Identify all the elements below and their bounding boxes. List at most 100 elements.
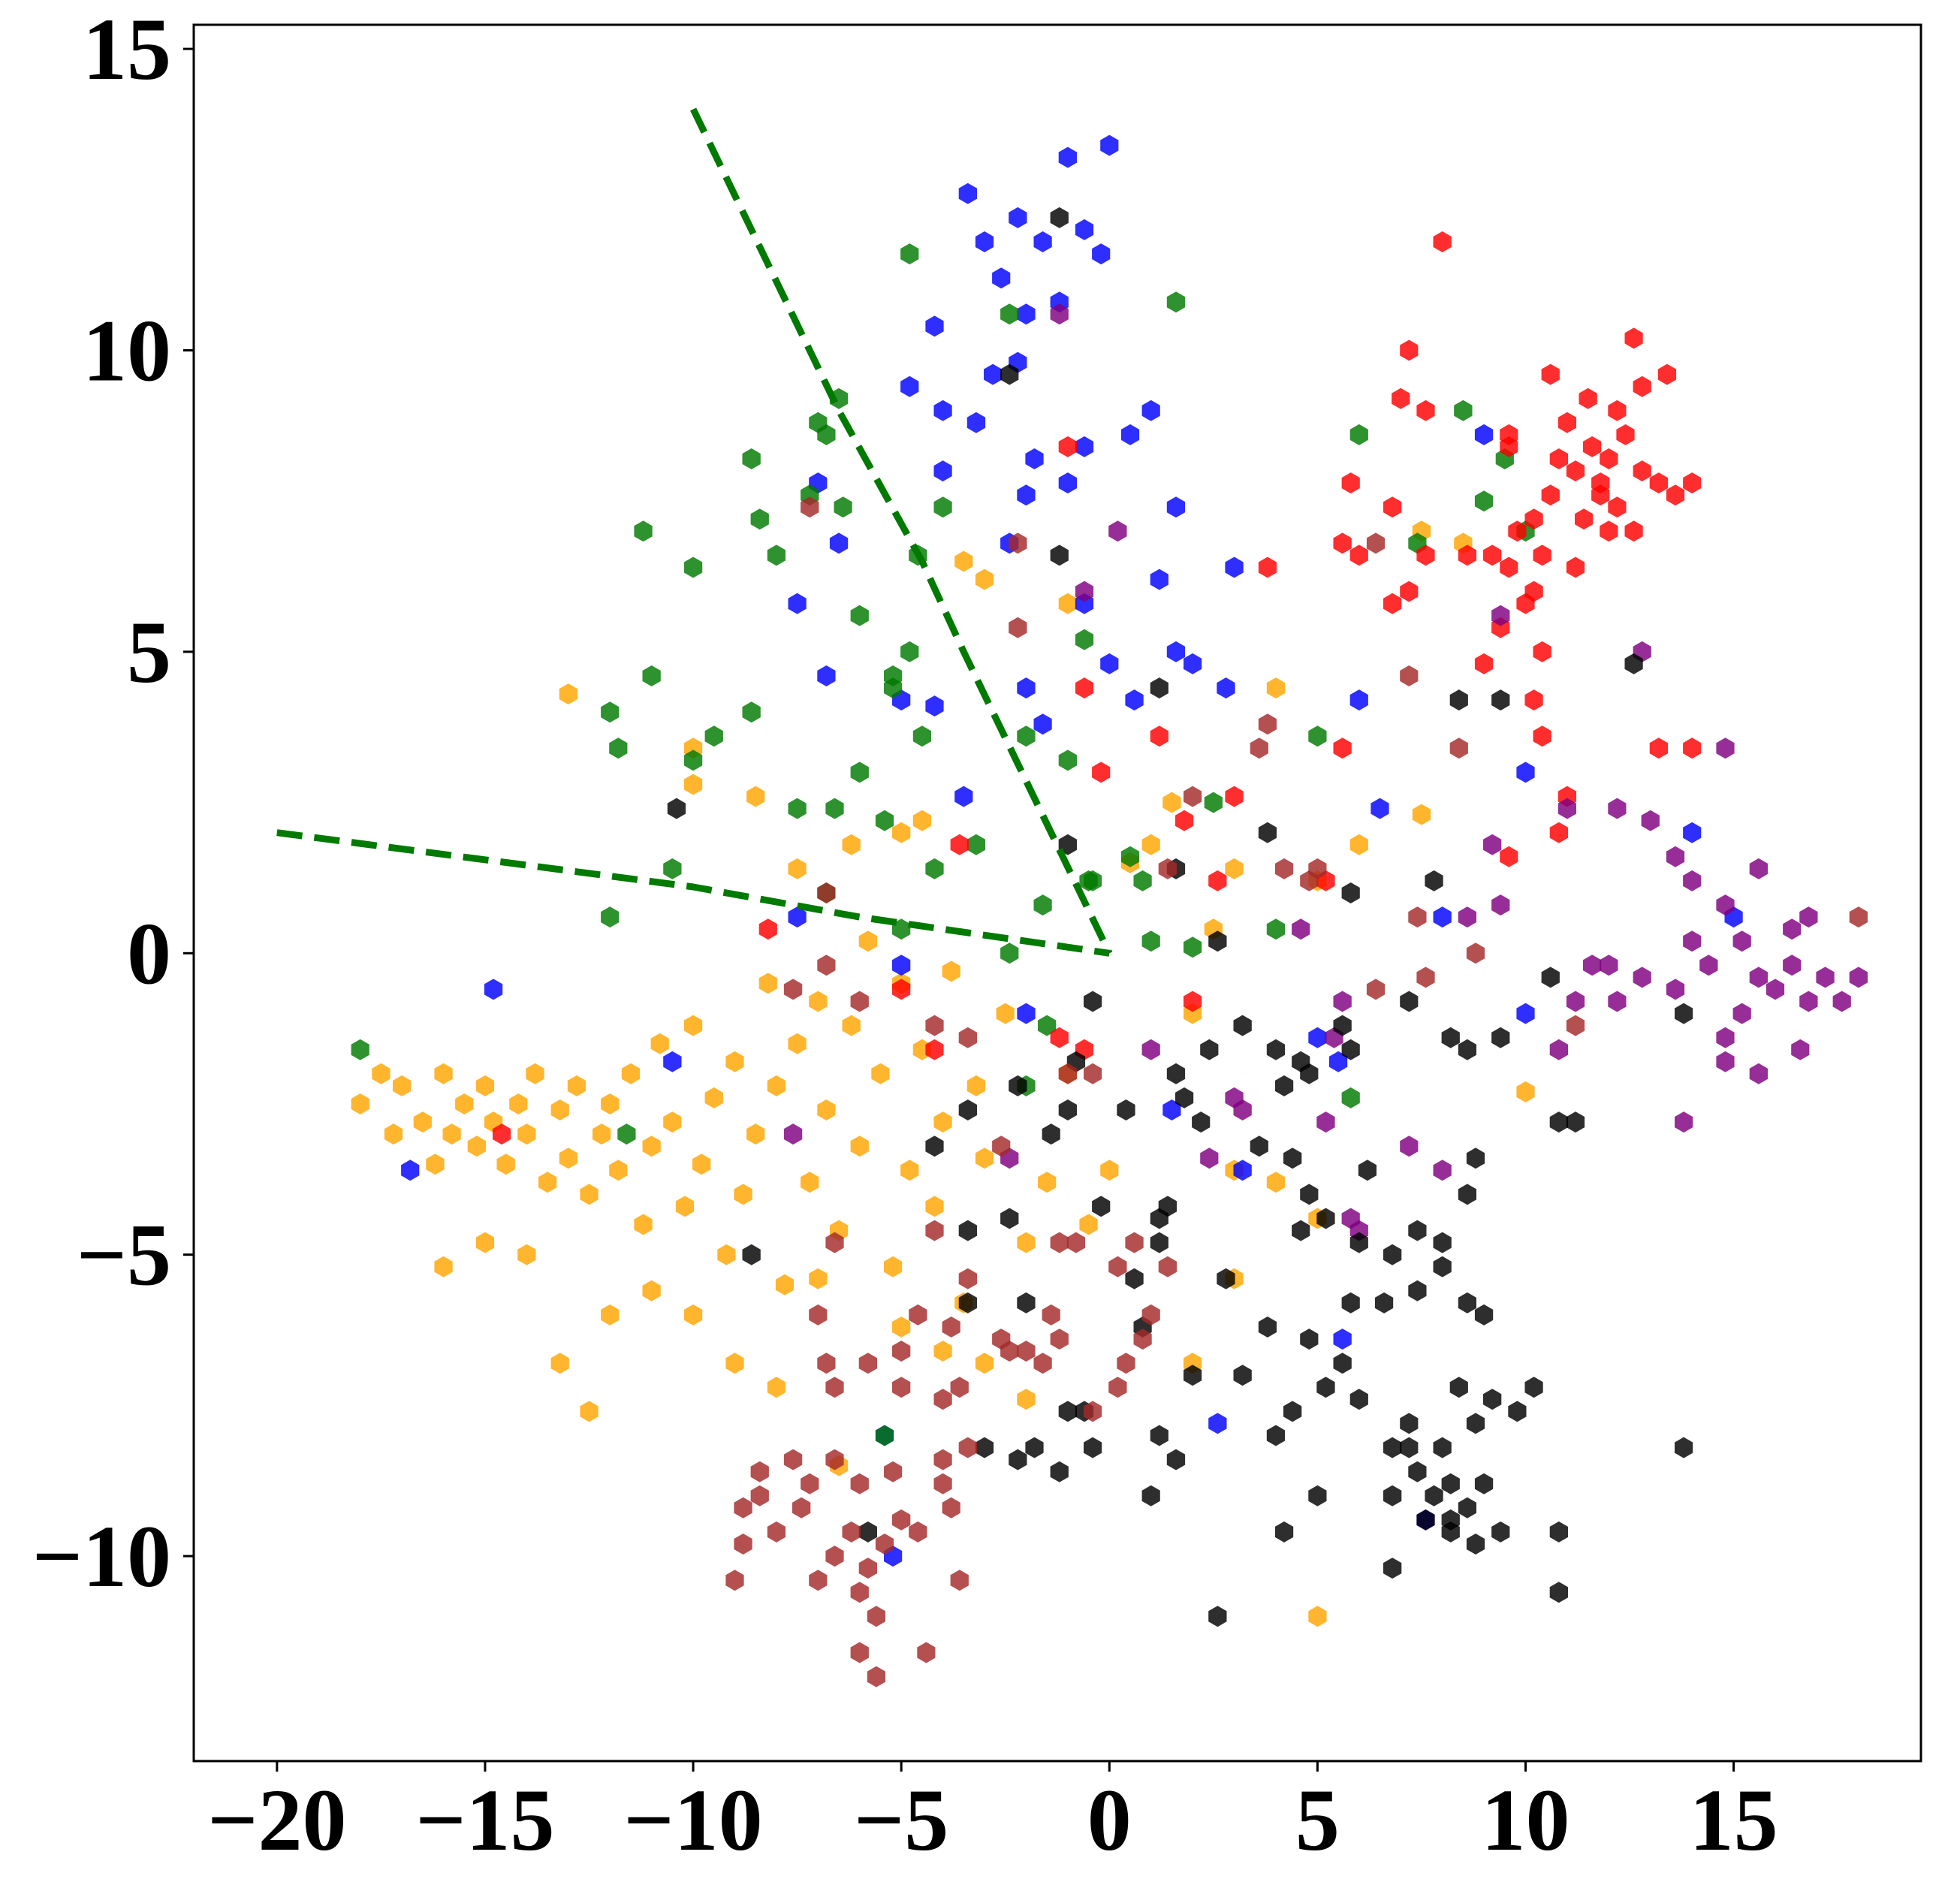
data-point: [750, 508, 769, 530]
data-point: [1258, 556, 1277, 578]
data-point: [1033, 1353, 1052, 1374]
data-point: [1233, 1015, 1252, 1036]
y-tick-label: 15: [83, 0, 171, 98]
data-point: [1141, 1039, 1160, 1060]
data-point: [1217, 677, 1235, 699]
data-point: [1600, 520, 1618, 542]
data-point: [1050, 1461, 1069, 1482]
data-point: [742, 701, 761, 723]
data-point: [1458, 906, 1476, 928]
data-point: [1009, 532, 1027, 554]
data-point: [992, 267, 1011, 289]
data-point: [1491, 1027, 1510, 1048]
data-point: [1491, 689, 1510, 711]
data-point: [1084, 1437, 1102, 1458]
data-point: [850, 1642, 869, 1663]
data-point: [958, 1220, 977, 1241]
data-point: [1666, 979, 1685, 1000]
data-point: [1333, 1353, 1352, 1374]
data-point: [975, 231, 994, 252]
data-point: [1300, 870, 1319, 891]
data-point: [1017, 1232, 1036, 1253]
data-point: [1416, 400, 1435, 421]
data-point: [1600, 955, 1618, 976]
data-point: [1058, 436, 1077, 457]
series-5: [667, 207, 1693, 1627]
data-point: [1549, 448, 1568, 469]
data-point: [829, 388, 849, 409]
data-point: [1349, 689, 1368, 711]
data-point: [1566, 991, 1585, 1012]
data-point: [1017, 303, 1036, 325]
data-point: [1150, 1425, 1168, 1446]
data-point: [1675, 1003, 1693, 1024]
data-point: [1204, 792, 1223, 813]
data-point: [493, 1123, 511, 1145]
data-point: [455, 1093, 474, 1114]
data-point: [871, 1063, 890, 1084]
data-point: [683, 1304, 703, 1326]
data-point: [1150, 1232, 1168, 1253]
data-point: [842, 1521, 861, 1543]
data-point: [954, 786, 973, 807]
data-point: [750, 1485, 769, 1506]
data-point: [1433, 1232, 1452, 1253]
data-point: [1108, 1256, 1127, 1277]
data-point: [1366, 979, 1386, 1000]
x-tick-label: 10: [1481, 1771, 1570, 1869]
data-point: [746, 786, 765, 807]
data-point: [526, 1063, 544, 1084]
data-point: [817, 955, 836, 976]
data-point: [884, 665, 903, 686]
data-point: [1233, 1365, 1252, 1386]
data-point: [950, 834, 969, 855]
data-point: [1474, 653, 1494, 674]
data-point: [1150, 569, 1168, 590]
data-point: [1075, 436, 1094, 457]
data-point: [1225, 1087, 1244, 1108]
x-tick-label: −10: [623, 1771, 762, 1869]
data-point: [1150, 677, 1168, 699]
data-point: [1192, 1111, 1211, 1133]
data-point: [984, 363, 1003, 385]
data-point: [734, 1184, 752, 1205]
data-point: [975, 1437, 994, 1458]
data-point: [1050, 1329, 1069, 1350]
data-point: [1832, 991, 1851, 1012]
data-point: [875, 1534, 894, 1555]
data-point: [942, 1316, 960, 1338]
data-point: [1575, 508, 1594, 530]
data-point: [1341, 882, 1360, 903]
data-point: [925, 695, 944, 717]
data-point: [1508, 1401, 1527, 1422]
data-point: [1408, 1280, 1427, 1301]
data-point: [809, 1570, 828, 1591]
data-point: [1050, 1232, 1069, 1253]
data-point: [538, 1172, 557, 1193]
data-point: [663, 1111, 682, 1133]
data-point: [1349, 834, 1368, 855]
data-point: [1058, 472, 1077, 494]
data-point: [1433, 1256, 1452, 1277]
data-point: [1616, 424, 1635, 445]
data-point: [1058, 1401, 1077, 1422]
data-point: [1266, 1172, 1286, 1193]
data-point: [1458, 1292, 1476, 1313]
x-tick-label: −5: [854, 1771, 948, 1869]
data-point: [1250, 737, 1268, 759]
data-point: [933, 460, 952, 482]
data-point: [1174, 1087, 1194, 1108]
data-point: [1308, 1485, 1327, 1506]
data-point: [1133, 870, 1152, 891]
data-point: [1141, 834, 1160, 855]
x-axis: −20 −15 −10 −5 0 5 10 15: [207, 1761, 1778, 1869]
data-point: [1141, 1304, 1160, 1326]
data-point: [958, 1292, 977, 1313]
data-point: [817, 1353, 836, 1374]
data-point: [1079, 1214, 1098, 1235]
data-point: [1058, 1099, 1077, 1120]
data-point: [1038, 1172, 1057, 1193]
data-point: [725, 1051, 744, 1072]
data-point: [1349, 1232, 1368, 1253]
data-point: [384, 1123, 403, 1145]
